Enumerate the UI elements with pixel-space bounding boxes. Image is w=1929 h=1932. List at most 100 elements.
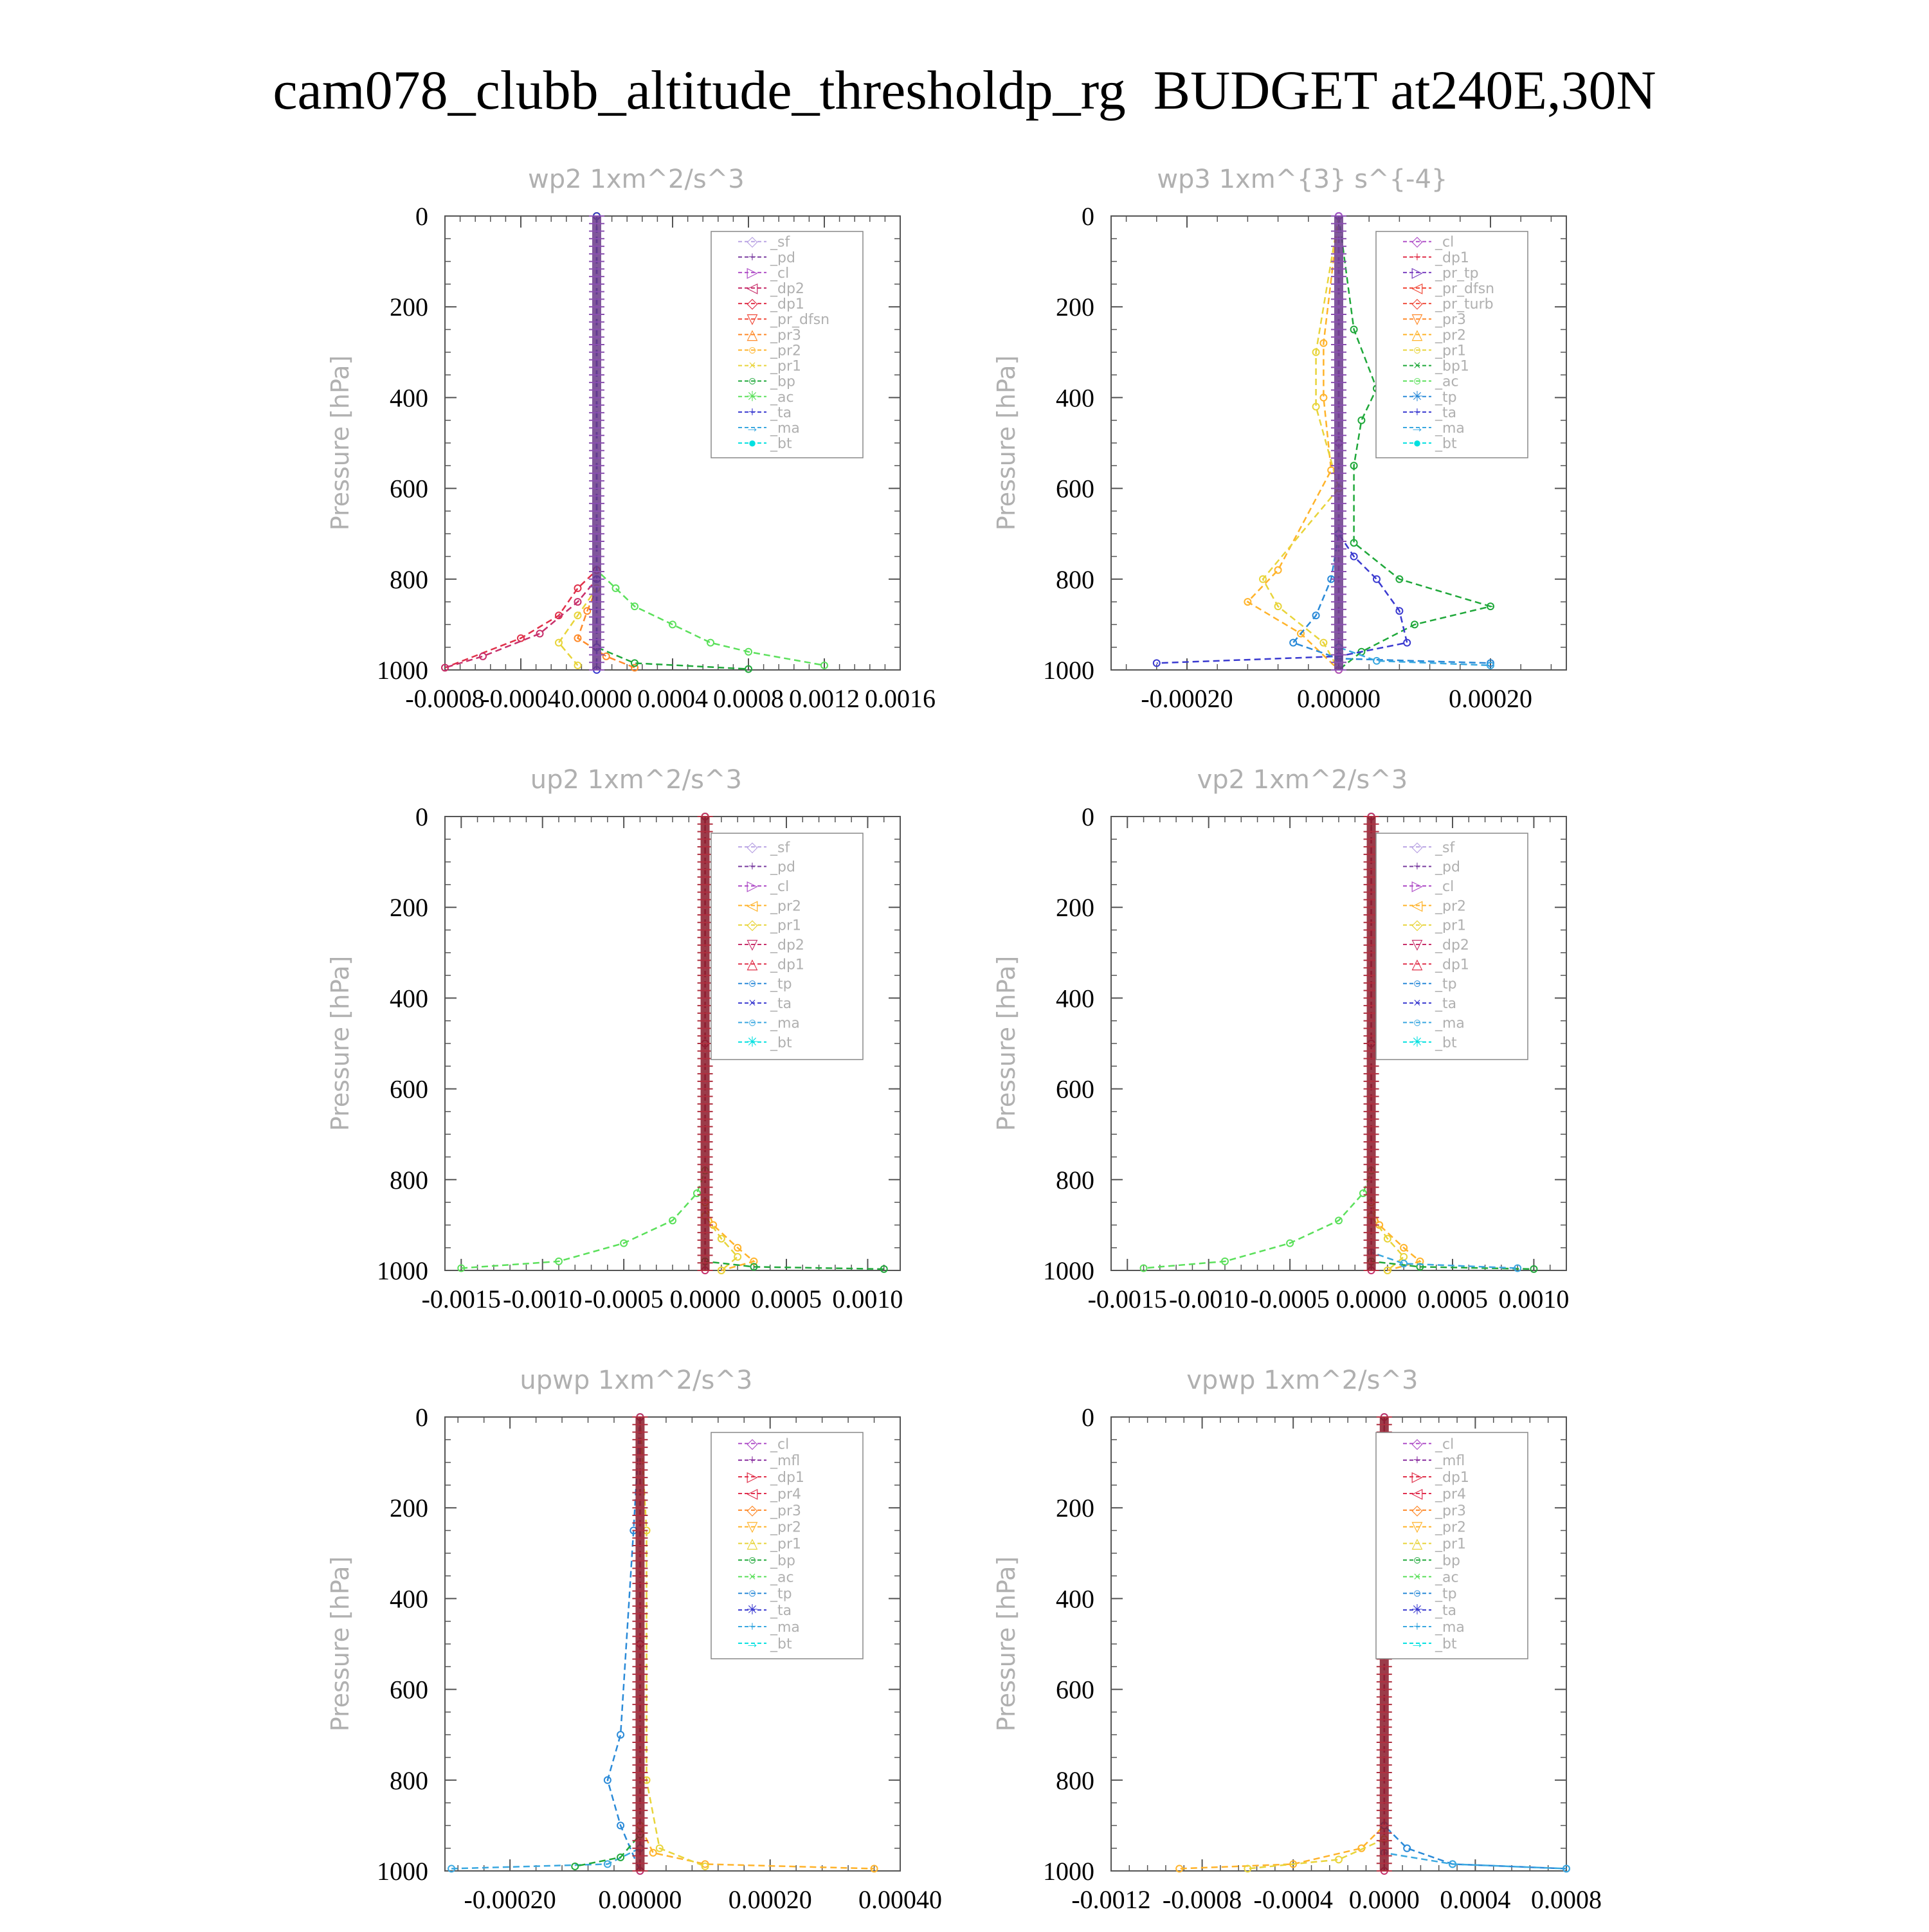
x-tick-label: 0.0010 (1498, 1285, 1569, 1314)
legend-marker-icon: ◇ (747, 838, 758, 854)
series-line (595, 216, 825, 667)
series-line (557, 216, 598, 666)
chart-panel-3: up2 1xm^2/s^3 Pressure [hPa] 0 200 400 600 800… (326, 765, 903, 1314)
legend-entry: _bp1 (1435, 359, 1469, 375)
data-point (870, 1864, 878, 1873)
x-tick-label: 0.0004 (637, 684, 708, 713)
legend-box (1375, 1432, 1528, 1659)
y-axis-label: Pressure [hPa] (992, 1557, 1020, 1732)
data-point (717, 1234, 725, 1243)
legend-entry: _pr1 (770, 1537, 801, 1553)
y-tick-label: 600 (1056, 1675, 1094, 1704)
legend-entry: _pr2 (770, 343, 801, 359)
y-tick-label: 600 (1056, 474, 1094, 503)
legend-entry: _dp1 (1435, 250, 1469, 266)
data-point (701, 1862, 709, 1870)
legend-box (711, 833, 864, 1060)
x-tick-label: -0.0005 (584, 1285, 663, 1314)
legend-entry: _sf (770, 235, 790, 251)
series-line (595, 216, 749, 670)
legend-marker-icon: ◁ (1412, 1485, 1423, 1501)
series-line (1337, 216, 1491, 667)
legend-entry: _pr_dfsn (1435, 281, 1494, 297)
series-line (1179, 1417, 1386, 1870)
legend-entry: _ma (1435, 1015, 1465, 1031)
legend-entry: _ta (770, 405, 792, 421)
legend-entry: _ta (1435, 1603, 1456, 1619)
legend-entry: _bp (1435, 1553, 1460, 1569)
page-title: cam078_clubb_altitude_thresholdp_rg BUDG… (273, 59, 1656, 121)
x-tick-label: 0.0000 (1349, 1885, 1420, 1914)
y-tick-label: 0 (415, 802, 428, 831)
data-point (1289, 638, 1298, 647)
y-tick-label: 1000 (377, 1857, 428, 1886)
series-line (576, 216, 635, 669)
data-point (631, 602, 638, 611)
panel-title: up2 1xm^2/s^3 (530, 765, 742, 795)
legend-marker-icon: ◇ (747, 295, 758, 311)
data-point (574, 584, 582, 592)
data-point (631, 664, 638, 672)
series-line (606, 1416, 641, 1872)
y-tick-label: 400 (1056, 383, 1094, 412)
data-point (1297, 629, 1305, 638)
legend-marker-icon: △ (747, 326, 758, 342)
data-point (1139, 1264, 1148, 1272)
legend-entry: _bp (770, 1553, 795, 1569)
y-tick-label: 600 (390, 1075, 428, 1104)
legend-box (711, 231, 864, 458)
legend-entry: _tp (1435, 390, 1457, 406)
legend-marker-icon: × (748, 1568, 756, 1584)
legend-entry: _ma (1435, 420, 1465, 437)
data-point (1259, 575, 1267, 583)
data-point (669, 620, 676, 629)
legend-marker-icon: ▷ (1412, 1468, 1423, 1485)
legend-entry: _pr2 (770, 1520, 801, 1536)
legend-entry: _ta (1435, 405, 1456, 421)
legend-marker-icon: △ (1412, 1535, 1423, 1551)
data-point (1395, 575, 1404, 583)
y-tick-label: 200 (390, 1494, 428, 1522)
x-tick-label: 0.0004 (1440, 1885, 1510, 1914)
legend-marker-icon: ○ (748, 373, 756, 389)
legend-entry: _ac (1435, 1569, 1459, 1585)
data-point (1383, 1234, 1391, 1243)
y-tick-label: 400 (1056, 1584, 1094, 1613)
legend-marker-icon: + (748, 1452, 756, 1468)
legend-marker-icon: + (1413, 1452, 1421, 1468)
legend-entry: _dp2 (770, 281, 804, 297)
legend-marker-icon: × (1413, 995, 1421, 1011)
legend-marker-icon: + (1413, 858, 1421, 874)
y-axis-label: Pressure [hPa] (326, 356, 354, 531)
series-line (461, 817, 706, 1269)
x-tick-label: -0.0004 (1254, 1885, 1333, 1914)
x-tick-label: -0.0005 (1250, 1285, 1329, 1314)
data-point (1514, 1264, 1522, 1272)
legend-entry: _mfl (770, 1453, 800, 1469)
legend-marker-icon: ▽ (1412, 1519, 1423, 1535)
data-point (750, 1263, 758, 1271)
y-tick-label: 800 (1056, 1766, 1094, 1795)
data-point (536, 629, 544, 638)
x-tick-label: -0.00020 (1141, 684, 1233, 713)
legend-entry: _bt (770, 1035, 792, 1051)
legend-marker-icon: ✳ (747, 388, 758, 404)
x-tick-label: -0.0008 (1163, 1885, 1242, 1914)
data-point (1244, 598, 1252, 606)
data-point (574, 598, 582, 606)
series-line (1156, 216, 1408, 664)
data-point (620, 1239, 628, 1247)
legend-entry: _dp1 (770, 1470, 804, 1486)
legend-marker-icon: + (748, 404, 756, 420)
legend-marker-icon: ○ (748, 1014, 756, 1030)
x-tick-label: 0.0000 (561, 684, 632, 713)
y-tick-label: 400 (390, 984, 428, 1013)
legend-marker-icon: ○ (748, 341, 756, 357)
legend-marker-icon: ◇ (1412, 1502, 1423, 1518)
legend-entry: _pr2 (1435, 898, 1466, 914)
legend-marker-icon: ▷ (747, 878, 758, 894)
y-tick-label: 0 (1082, 202, 1094, 231)
data-point (1373, 575, 1381, 583)
data-point (617, 1731, 625, 1739)
